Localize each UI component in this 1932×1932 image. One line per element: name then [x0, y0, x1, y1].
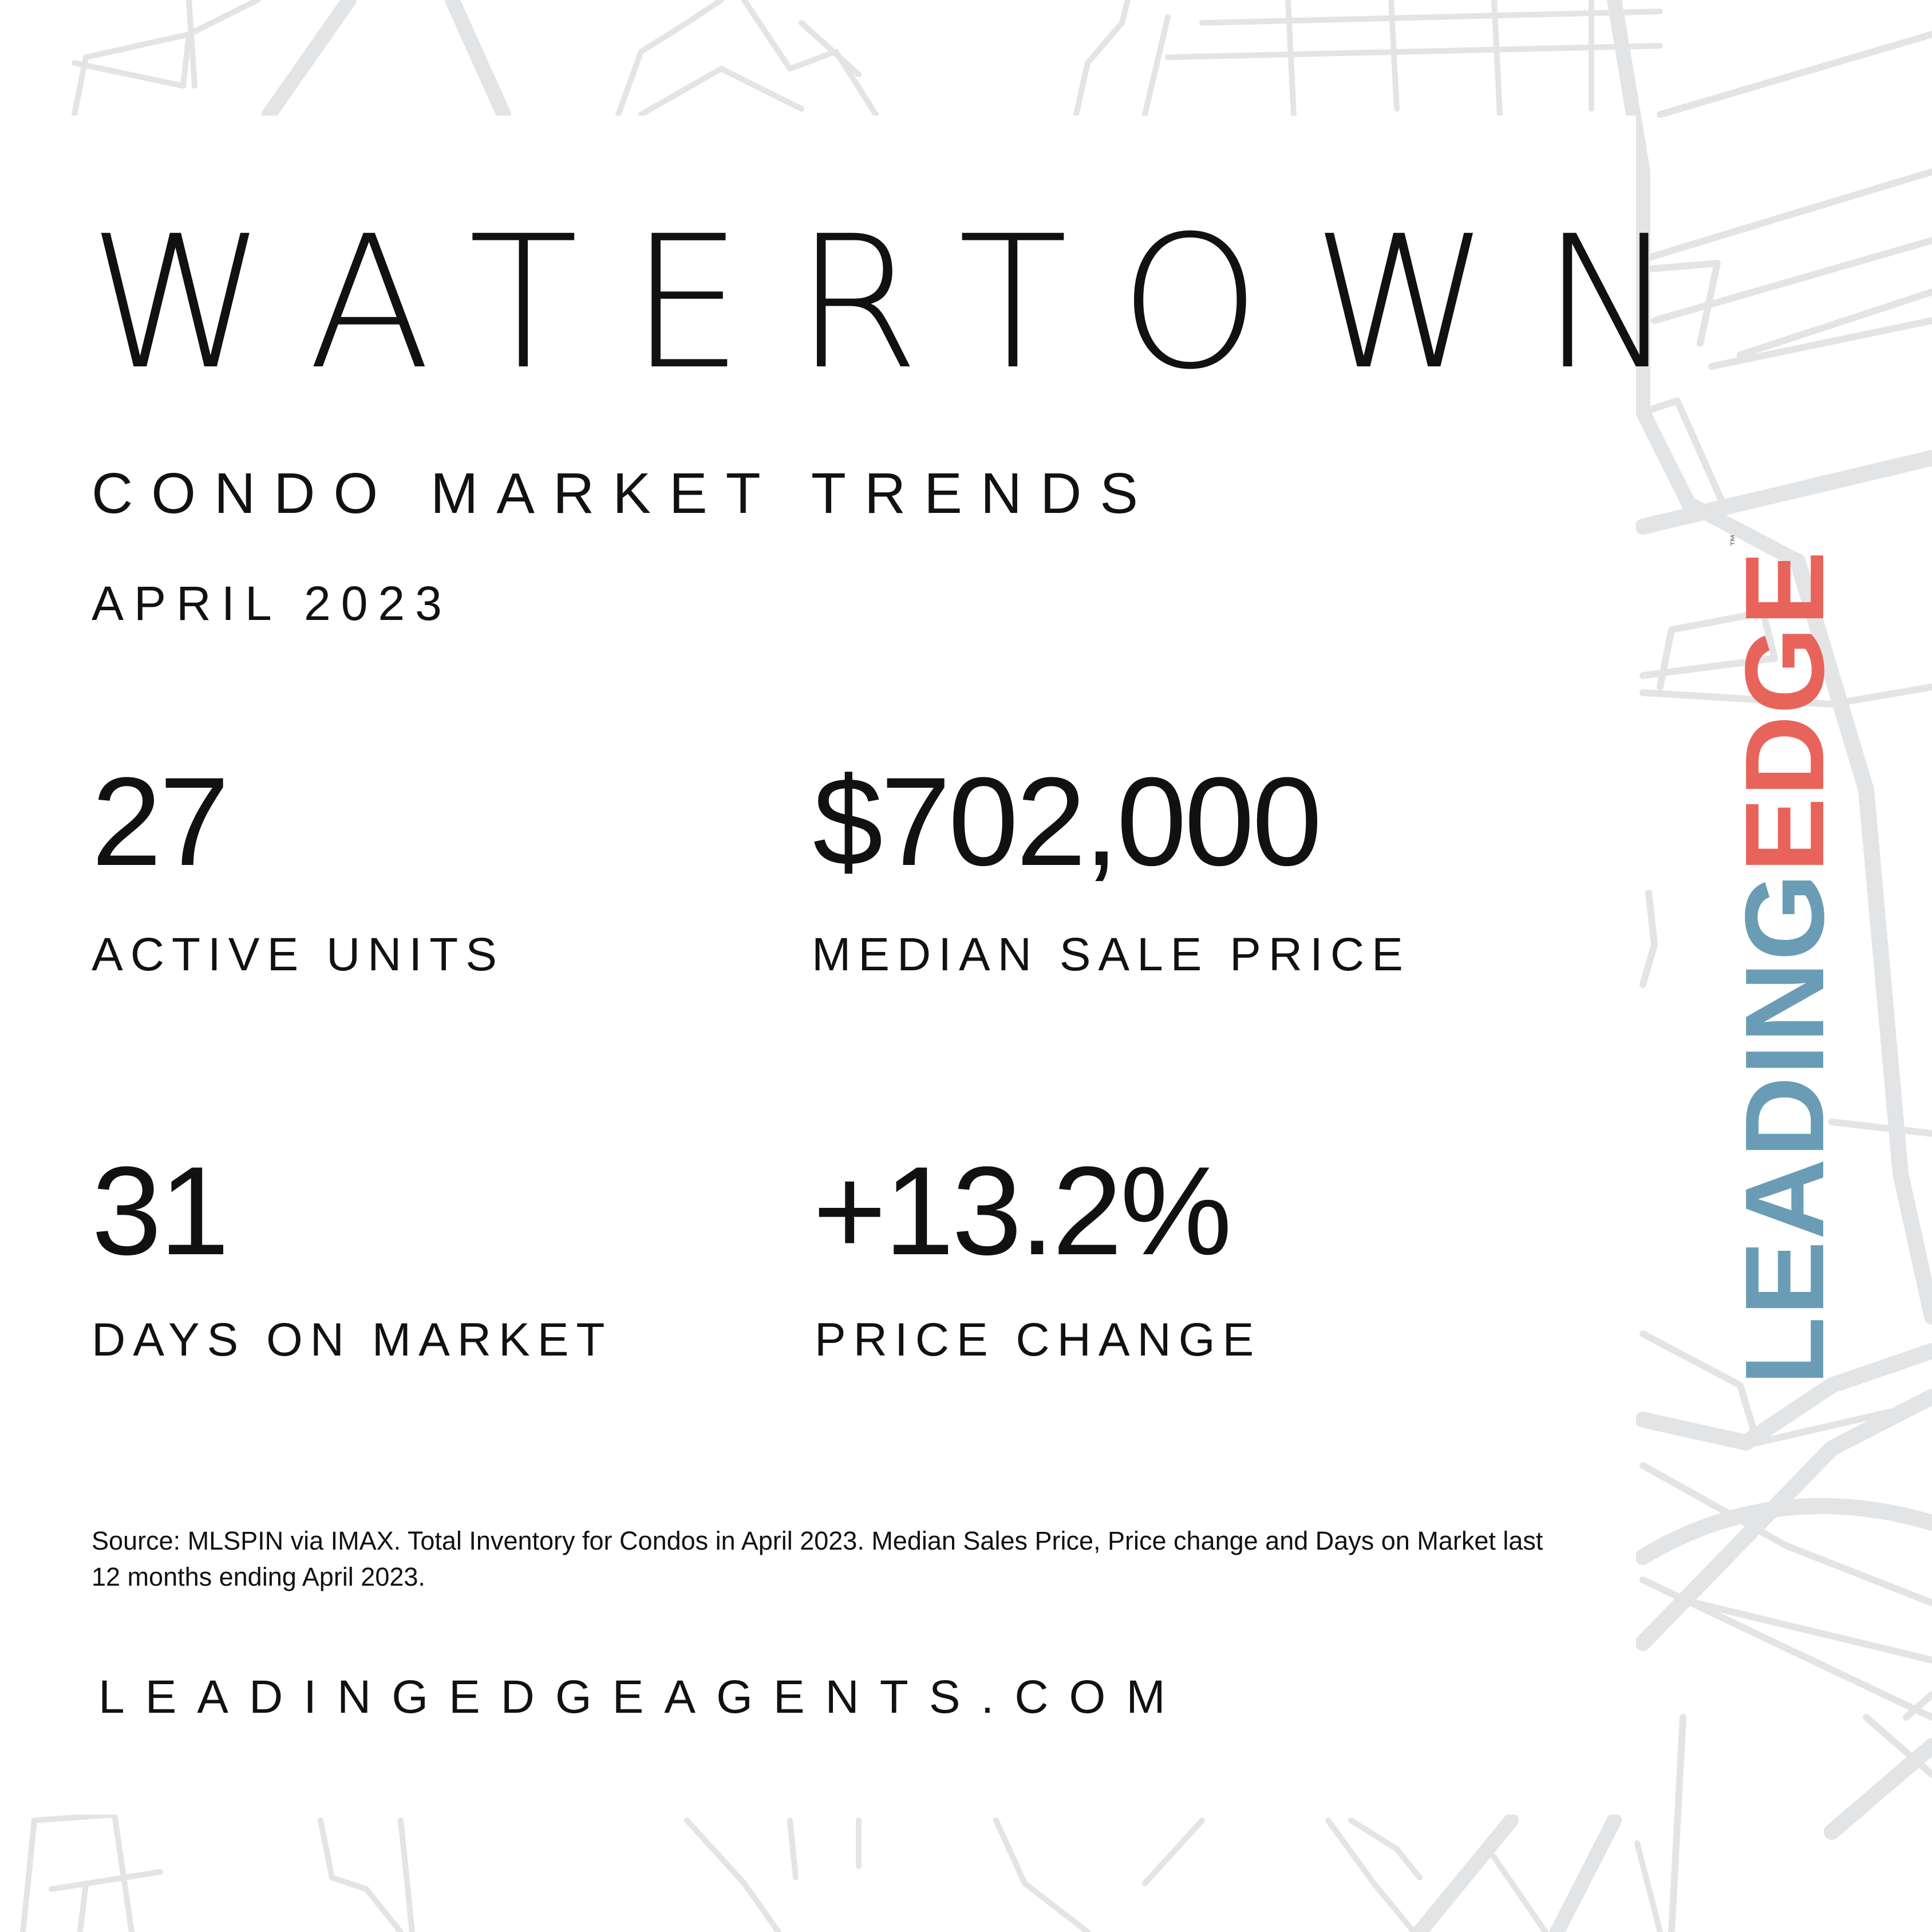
price-change-label: PRICE CHANGE: [815, 1314, 1262, 1366]
active-units-label: ACTIVE UNITS: [92, 929, 504, 981]
source-note: Source: MLSPIN via IMAX. Total Inventory…: [92, 1526, 1543, 1591]
report-date: APRIL 2023: [92, 576, 452, 630]
page-title: WATERTOWN: [89, 197, 1728, 410]
logo-edge-text: EDGE: [1722, 550, 1847, 872]
median-sale-price-label: MEDIAN SALE PRICE: [812, 929, 1411, 981]
logo-leading-text: LEADING: [1722, 872, 1847, 1385]
leading-edge-logo: LEADINGEDGE ™: [1722, 532, 1847, 1385]
median-sale-price-value: $702,000: [813, 751, 1322, 892]
price-change-value: +13.2%: [813, 1140, 1232, 1281]
days-on-market-label: DAYS ON MARKET: [92, 1314, 613, 1366]
website-url: LEADINGEDGEAGENTS.COM: [98, 1671, 1186, 1723]
days-on-market-value: 31: [92, 1140, 230, 1281]
active-units-value: 27: [92, 751, 230, 892]
report-subtitle: CONDO MARKET TRENDS: [92, 461, 1157, 526]
content-card: [0, 116, 1636, 1815]
logo-trademark: ™: [1728, 532, 1742, 547]
